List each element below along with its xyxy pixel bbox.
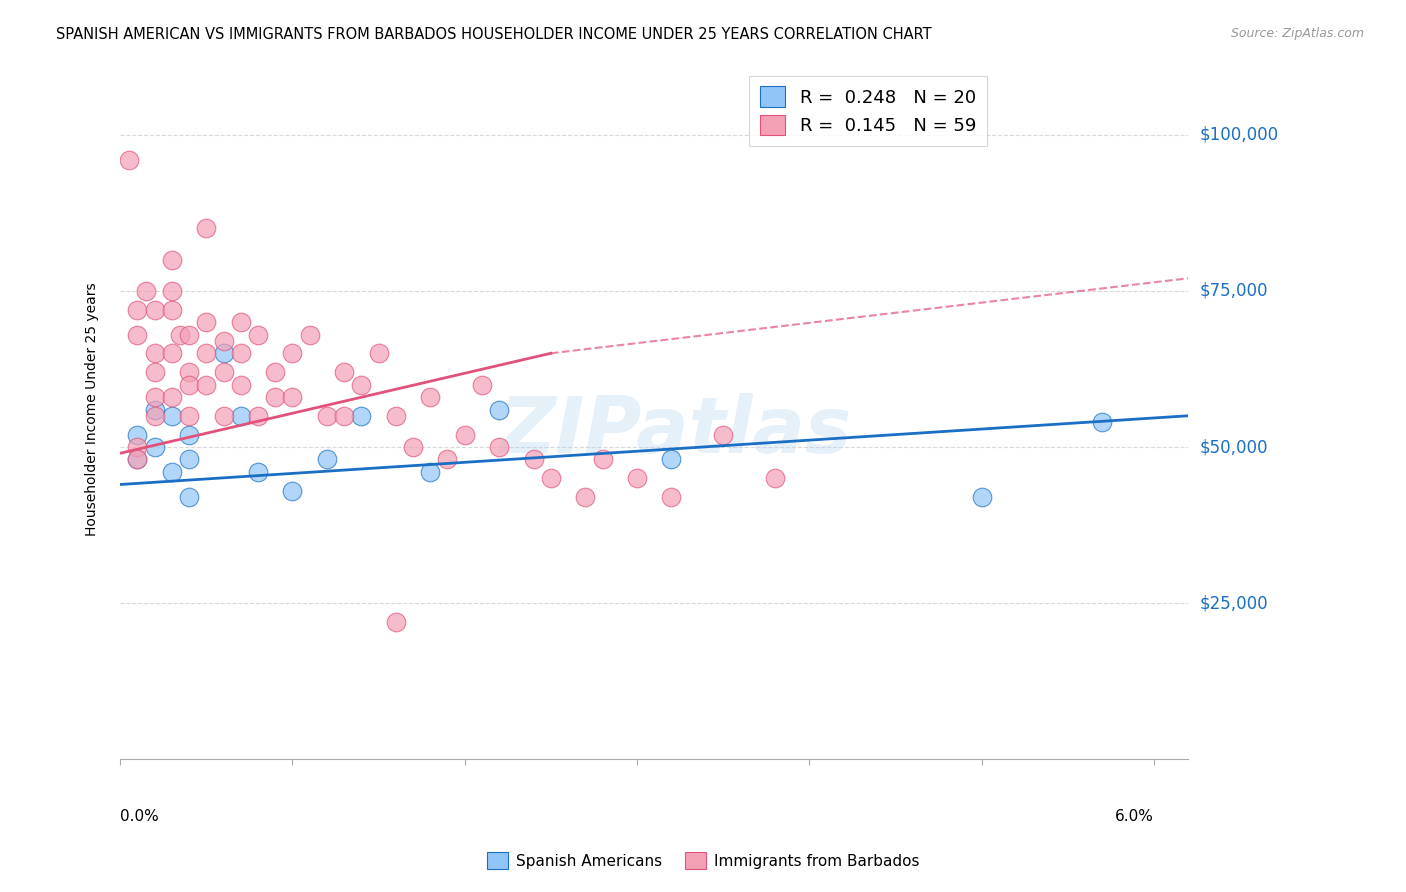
Point: [127, 440, 149, 454]
Point: [160, 284, 183, 298]
Legend: R =  0.248   N = 20, R =  0.145   N = 59: R = 0.248 N = 20, R = 0.145 N = 59: [749, 76, 987, 146]
Point: [195, 221, 218, 235]
Point: [384, 409, 406, 423]
Point: [523, 452, 546, 467]
Point: [127, 452, 149, 467]
Text: 6.0%: 6.0%: [1115, 809, 1154, 824]
Point: [350, 377, 373, 392]
Point: [419, 465, 441, 479]
Point: [212, 346, 235, 360]
Point: [281, 390, 304, 404]
Point: [281, 346, 304, 360]
Point: [160, 302, 183, 317]
Point: [264, 390, 287, 404]
Point: [177, 409, 200, 423]
Point: [160, 252, 183, 267]
Point: [212, 409, 235, 423]
Point: [264, 365, 287, 379]
Point: [711, 427, 734, 442]
Point: [169, 327, 191, 342]
Text: 0.0%: 0.0%: [120, 809, 159, 824]
Point: [160, 390, 183, 404]
Point: [419, 390, 441, 404]
Point: [177, 490, 200, 504]
Point: [143, 302, 166, 317]
Point: [177, 327, 200, 342]
Point: [333, 365, 356, 379]
Point: [246, 327, 269, 342]
Point: [384, 615, 406, 629]
Point: [661, 490, 683, 504]
Point: [160, 346, 183, 360]
Point: [195, 346, 218, 360]
Text: $100,000: $100,000: [1199, 126, 1278, 144]
Point: [367, 346, 389, 360]
Text: ZIPatlas: ZIPatlas: [499, 392, 852, 468]
Point: [195, 377, 218, 392]
Point: [127, 427, 149, 442]
Point: [574, 490, 596, 504]
Point: [229, 346, 252, 360]
Point: [350, 409, 373, 423]
Y-axis label: Householder Income Under 25 years: Householder Income Under 25 years: [86, 283, 100, 536]
Point: [177, 377, 200, 392]
Point: [661, 452, 683, 467]
Point: [195, 315, 218, 329]
Text: $25,000: $25,000: [1199, 594, 1268, 612]
Point: [626, 471, 648, 485]
Point: [118, 153, 141, 167]
Point: [177, 452, 200, 467]
Point: [333, 409, 356, 423]
Point: [135, 284, 157, 298]
Point: [970, 490, 993, 504]
Point: [454, 427, 477, 442]
Text: SPANISH AMERICAN VS IMMIGRANTS FROM BARBADOS HOUSEHOLDER INCOME UNDER 25 YEARS C: SPANISH AMERICAN VS IMMIGRANTS FROM BARB…: [56, 27, 932, 42]
Point: [127, 302, 149, 317]
Point: [229, 315, 252, 329]
Point: [488, 402, 510, 417]
Point: [177, 365, 200, 379]
Point: [281, 483, 304, 498]
Point: [592, 452, 614, 467]
Point: [402, 440, 425, 454]
Point: [127, 327, 149, 342]
Point: [177, 427, 200, 442]
Point: [160, 465, 183, 479]
Point: [229, 377, 252, 392]
Text: $75,000: $75,000: [1199, 282, 1268, 300]
Point: [471, 377, 494, 392]
Point: [229, 409, 252, 423]
Point: [143, 440, 166, 454]
Point: [143, 365, 166, 379]
Point: [143, 346, 166, 360]
Point: [315, 452, 337, 467]
Point: [143, 390, 166, 404]
Point: [212, 365, 235, 379]
Point: [540, 471, 562, 485]
Point: [763, 471, 786, 485]
Point: [436, 452, 458, 467]
Point: [212, 334, 235, 348]
Point: [160, 409, 183, 423]
Point: [488, 440, 510, 454]
Point: [246, 465, 269, 479]
Point: [143, 402, 166, 417]
Point: [315, 409, 337, 423]
Text: Source: ZipAtlas.com: Source: ZipAtlas.com: [1230, 27, 1364, 40]
Text: $50,000: $50,000: [1199, 438, 1268, 456]
Legend: Spanish Americans, Immigrants from Barbados: Spanish Americans, Immigrants from Barba…: [481, 846, 925, 875]
Point: [298, 327, 321, 342]
Point: [127, 452, 149, 467]
Point: [1091, 415, 1114, 429]
Point: [143, 409, 166, 423]
Point: [246, 409, 269, 423]
